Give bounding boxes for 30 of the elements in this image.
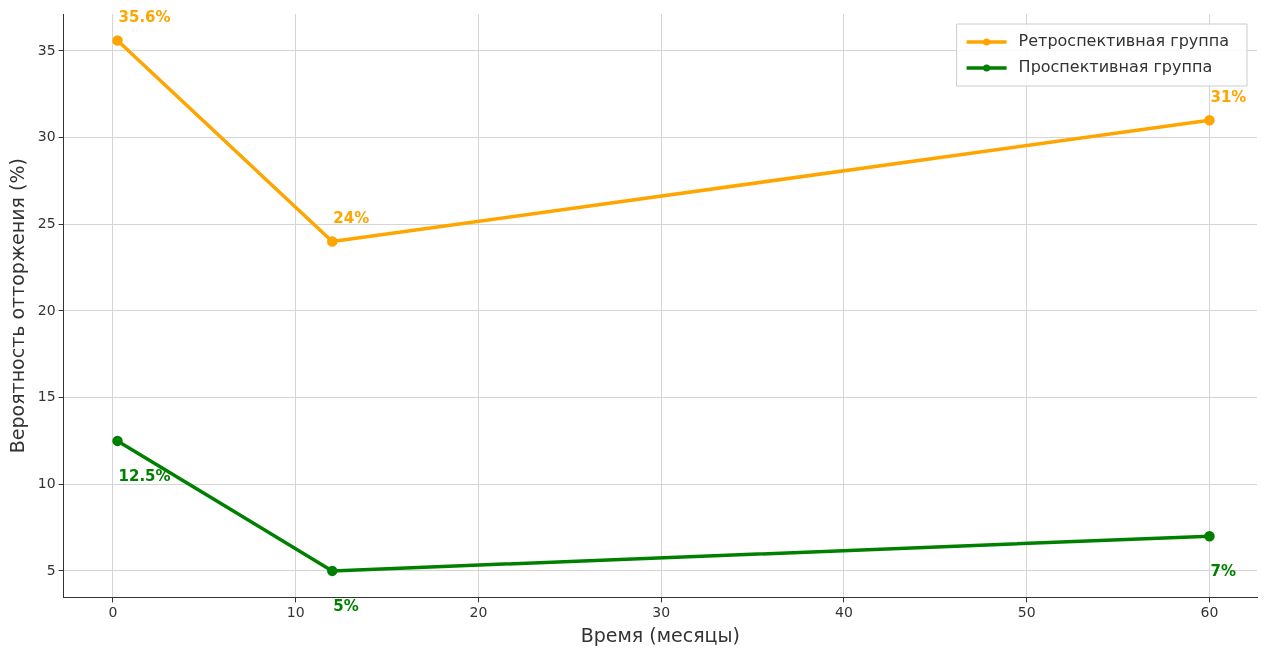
y-tick-label: 5: [46, 561, 56, 578]
y-tick-label: 10: [37, 474, 56, 491]
data-label: 12.5%: [118, 466, 171, 485]
point: [327, 236, 338, 247]
y-tick-label: 25: [37, 214, 56, 231]
y-tick-label: 20: [37, 301, 56, 318]
data-label: 7%: [1210, 562, 1236, 581]
point: [327, 565, 338, 577]
x-tick-label: 50: [1017, 604, 1036, 621]
x-tick-label: 60: [1200, 604, 1219, 621]
legend-label: Проспективная группа: [1018, 57, 1213, 77]
data-label: 5%: [333, 596, 359, 615]
legend-label: Ретроспективная группа: [1018, 31, 1229, 51]
x-axis-title: Время (месяцы): [580, 623, 740, 646]
x-tick-label: 10: [286, 604, 305, 621]
y-tick-label: 30: [37, 128, 56, 145]
x-tick-label: 0: [108, 604, 118, 621]
point: [112, 435, 123, 447]
y-tick-label: 15: [37, 388, 56, 405]
point: [1204, 530, 1215, 542]
point: [1204, 115, 1215, 126]
data-label: 35.6%: [118, 8, 171, 27]
point: [112, 35, 123, 46]
y-axis-title: Вероятность отторжения (%): [6, 158, 29, 454]
data-label: 31%: [1210, 88, 1247, 107]
x-tick-label: 40: [835, 604, 853, 621]
x-tick-label: 20: [469, 604, 488, 621]
y-tick-label: 35: [37, 41, 56, 58]
data-label: 24%: [333, 209, 370, 228]
x-tick-label: 30: [652, 604, 671, 621]
